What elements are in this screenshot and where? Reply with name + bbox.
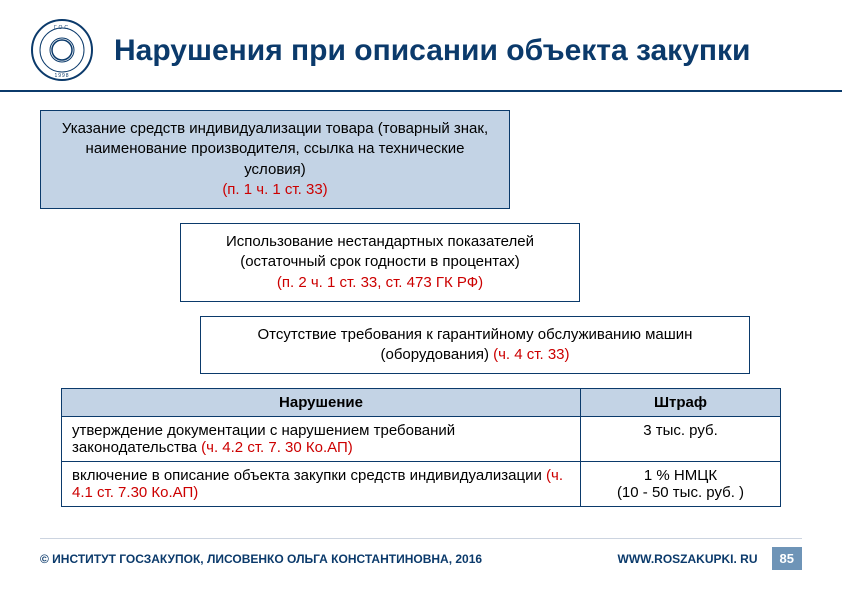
page-title: Нарушения при описании объекта закупки xyxy=(114,34,750,67)
row2-violation: включение в описание объекта закупки сре… xyxy=(72,467,542,484)
content: Указание средств индивидуализации товара… xyxy=(0,92,842,507)
th-violation: Нарушение xyxy=(62,389,581,417)
th-penalty: Штраф xyxy=(581,389,781,417)
table-row: утверждение документации с нарушением тр… xyxy=(62,417,781,462)
footer-copyright: © ИНСТИТУТ ГОСЗАКУПОК, ЛИСОВЕНКО ОЛЬГА К… xyxy=(40,552,482,566)
svg-text:ГОС: ГОС xyxy=(54,25,70,31)
footer-right: WWW.ROSZAKUPKI. RU 85 xyxy=(618,547,802,570)
row1-penalty: 3 тыс. руб. xyxy=(581,417,781,462)
svg-text:1998: 1998 xyxy=(54,73,69,79)
box-3-ref: (ч. 4 ст. 33) xyxy=(493,346,569,363)
box-3: Отсутствие требования к гарантийному обс… xyxy=(200,316,750,375)
box-2: Использование нестандартных показателей … xyxy=(180,223,580,302)
box-2-ref: (п. 2 ч. 1 ст. 33, ст. 473 ГК РФ) xyxy=(277,274,483,291)
row2-penalty: 1 % НМЦК (10 - 50 тыс. руб. ) xyxy=(581,462,781,507)
table-row: включение в описание объекта закупки сре… xyxy=(62,462,781,507)
box-3-text: Отсутствие требования к гарантийному обс… xyxy=(258,326,693,363)
page-number: 85 xyxy=(772,547,802,570)
header: ГОС 1998 Нарушения при описании объекта … xyxy=(0,0,842,92)
footer: © ИНСТИТУТ ГОСЗАКУПОК, ЛИСОВЕНКО ОЛЬГА К… xyxy=(40,538,802,570)
box-2-text: Использование нестандартных показателей … xyxy=(226,233,534,270)
penalty-table: Нарушение Штраф утверждение документации… xyxy=(61,388,781,507)
table-header-row: Нарушение Штраф xyxy=(62,389,781,417)
row1-ref: (ч. 4.2 ст. 7. 30 Ко.АП) xyxy=(201,439,353,456)
institute-logo: ГОС 1998 xyxy=(30,18,94,82)
box-1-ref: (п. 1 ч. 1 ст. 33) xyxy=(222,181,327,198)
footer-url: WWW.ROSZAKUPKI. RU xyxy=(618,552,758,566)
box-1: Указание средств индивидуализации товара… xyxy=(40,110,510,209)
box-1-text: Указание средств индивидуализации товара… xyxy=(62,120,488,178)
